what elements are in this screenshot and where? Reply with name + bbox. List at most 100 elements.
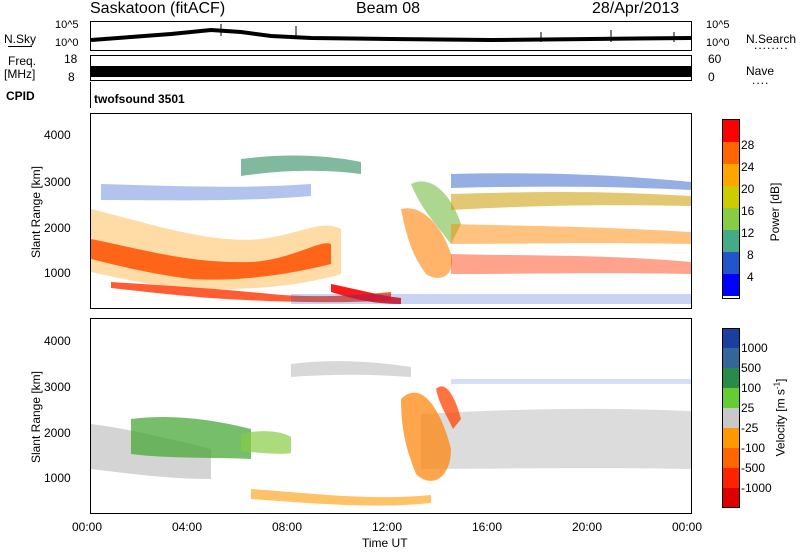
power-cb-tick-8: 8 [747, 248, 754, 262]
power-cb-tick-12: 12 [741, 226, 755, 240]
velocity-red-streaks [436, 386, 461, 429]
power-colorbar-label: Power [dB] [768, 182, 782, 242]
nave-label: Nave [746, 64, 775, 78]
velocity-upper-gray [291, 361, 411, 377]
power-ground-halo [91, 209, 341, 290]
power-bottom-noise [291, 294, 691, 304]
freq-band [91, 66, 691, 77]
power-upper-blue [101, 184, 311, 201]
velocity-colorbar-label-end: ] [773, 378, 788, 382]
nsky-right-tick-top: 10^5 [706, 19, 730, 31]
velocity-colorbar-cell-4 [723, 408, 739, 428]
power-ytick-1000: 1000 [44, 266, 71, 280]
power-evening-blue [451, 173, 691, 190]
nsearch-label: N.Search [746, 32, 797, 46]
freq-left-tick-bottom: 8 [68, 70, 75, 84]
velocity-colorbar-cell-6 [723, 448, 739, 468]
velocity-colorbar-cell-5 [723, 428, 739, 448]
velocity-cb-tick-25: 25 [741, 401, 755, 415]
power-cb-tick-16: 16 [741, 204, 755, 218]
freq-label: Freq. [8, 54, 37, 68]
nsky-label: N.Sky [4, 32, 37, 46]
power-cb-tick-4: 4 [747, 270, 754, 284]
power-iono-green [411, 181, 461, 244]
nsky-right-tick-bottom: 10^0 [706, 37, 730, 49]
velocity-ytick-2000: 2000 [44, 426, 71, 440]
velocity-colorbar [722, 328, 740, 508]
freq-left-tick-top: 18 [64, 52, 78, 66]
power-colorbar-cell-4 [723, 208, 739, 230]
velocity-colorbar-label-text: Velocity [m s [773, 389, 788, 457]
velocity-colorbar-cell-1 [723, 348, 739, 368]
velocity-colorbar-cell-8 [723, 488, 739, 507]
date-title: 28/Apr/2013 [592, 0, 680, 17]
nsky-line-svg [90, 24, 692, 43]
freq-panel [90, 55, 692, 81]
velocity-cb-tick-neg25: -25 [741, 421, 759, 435]
xtick-1: 04:00 [172, 520, 203, 534]
power-low-band [111, 282, 391, 303]
nave-right-tick-bottom: 0 [708, 70, 715, 84]
xtick-3: 12:00 [372, 520, 403, 534]
power-colorbar-cell-7 [723, 274, 739, 296]
velocity-ytick-3000: 3000 [44, 380, 71, 394]
velocity-colorbar-cell-0 [723, 329, 739, 348]
power-panel [90, 113, 692, 309]
nsky-legend-line [8, 46, 32, 47]
power-ytick-2000: 2000 [44, 221, 71, 235]
power-colorbar-cell-5 [723, 230, 739, 252]
velocity-colorbar-cell-7 [723, 468, 739, 488]
velocity-colorbar-cell-3 [723, 388, 739, 408]
xtick-2: 08:00 [272, 520, 303, 534]
velocity-colorbar-cell-2 [723, 368, 739, 388]
nave-dots: .... [752, 73, 770, 87]
nave-right-tick-top: 60 [708, 52, 722, 66]
velocity-cb-tick-neg1000: -1000 [741, 481, 772, 495]
nsearch-dots: ........ [754, 38, 789, 52]
power-colorbar-cell-2 [723, 164, 739, 186]
power-midday-arc [331, 284, 401, 304]
velocity-ylabel: Slant Range [km] [29, 370, 43, 464]
station-title: Saskatoon (fitACF) [90, 0, 226, 17]
velocity-ytick-1000: 1000 [44, 471, 71, 485]
nsky-line [90, 27, 692, 43]
cpid-marker [90, 82, 91, 108]
power-upper-scatter [241, 155, 361, 176]
velocity-cb-tick-neg100: -100 [741, 441, 766, 455]
velocity-cb-tick-neg500: -500 [741, 461, 766, 475]
xtick-5: 20:00 [572, 520, 603, 534]
velocity-panel [90, 318, 692, 514]
velocity-colorbar-label-sup: -1 [772, 381, 782, 390]
power-colorbar-cell-3 [723, 186, 739, 208]
velocity-cb-tick-500: 500 [741, 361, 762, 375]
power-cb-tick-24: 24 [741, 160, 755, 174]
velocity-orange-low [251, 489, 431, 506]
power-ylabel: Slant Range [km] [29, 165, 43, 259]
power-ground-band [91, 239, 331, 280]
velocity-green-light [241, 431, 291, 454]
velocity-ytick-4000: 4000 [44, 334, 71, 348]
x-axis-label: Time UT [362, 536, 408, 550]
velocity-noise [451, 379, 691, 384]
power-cb-tick-28: 28 [741, 138, 755, 152]
xtick-0: 00:00 [72, 520, 103, 534]
velocity-heatmap [91, 361, 691, 506]
velocity-cb-tick-1000: 1000 [741, 341, 768, 355]
velocity-orange-iono [401, 392, 451, 481]
power-colorbar-cell-0 [723, 120, 739, 142]
freq-unit-label: [MHz] [4, 67, 36, 81]
power-colorbar-cell-1 [723, 142, 739, 164]
velocity-cb-tick-100: 100 [741, 381, 762, 395]
velocity-ground-right [421, 408, 691, 469]
nsky-panel [90, 21, 692, 51]
nsky-spikes [220, 24, 675, 42]
xtick-6: 00:00 [672, 520, 703, 534]
power-ytick-4000: 4000 [44, 128, 71, 142]
power-ytick-3000: 3000 [44, 175, 71, 189]
nsky-left-tick-top: 10^5 [55, 19, 79, 31]
nsky-left-tick-bottom: 10^0 [55, 37, 79, 49]
power-evening-band-3 [451, 254, 691, 274]
cpid-value: twofsound 3501 [94, 92, 185, 106]
power-evening-band-2 [451, 224, 691, 244]
power-evening-band-1 [451, 192, 691, 210]
